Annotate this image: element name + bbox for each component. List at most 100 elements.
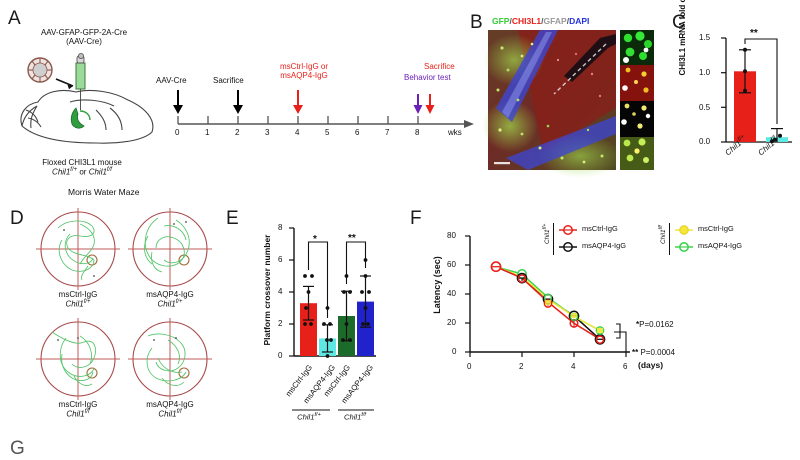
f-annot-1-text: P=0.0004 <box>640 348 675 357</box>
c-data-points <box>743 47 782 144</box>
e-group-1-base: Chil1 <box>344 412 362 422</box>
f-legend-swatch-msctrl-fplus <box>559 225 577 235</box>
e-group-label-1: Chil1f/f <box>330 412 380 422</box>
platform-marker <box>178 367 190 379</box>
f-ytick-1: 20 <box>447 318 456 327</box>
mouse-brain-outline <box>20 89 154 144</box>
f-x-ticks <box>469 352 627 357</box>
panel-b-letter: B <box>470 12 483 33</box>
f-legend-swatch-msaqp4-ff <box>675 242 693 252</box>
timeline-tick-5: 5 <box>325 128 330 137</box>
timeline-arrowhead <box>464 120 474 128</box>
genotype-base-b: Chil1 <box>88 167 107 177</box>
e-group-label-0: Chil1f/+ <box>284 412 334 422</box>
platform-marker <box>86 367 98 379</box>
f-annot-1-marker: ** <box>632 348 639 357</box>
maze-3-genotype: Chil1f/f <box>30 409 126 419</box>
channel-gfp: GFP <box>492 16 510 26</box>
e-ytick-0: 0 <box>278 351 283 360</box>
e-significance-marker-0: * <box>313 234 317 245</box>
e-group-0-sup: f/+ <box>314 412 321 418</box>
maze-4-geno-sup: f/f <box>176 409 182 416</box>
timeline-unit-label: wks <box>448 128 462 137</box>
maze-2-geno-sup: f/+ <box>175 299 183 306</box>
timeline-tick-6: 6 <box>355 128 360 137</box>
panel-e-letter: E <box>226 208 239 229</box>
maze-label-1: msCtrl-IgG Chil1f/+ <box>30 290 126 309</box>
panel-f-letter: F <box>410 208 422 229</box>
f-ytick-0: 0 <box>452 347 457 356</box>
genotype-sep: or <box>77 167 89 177</box>
injection-arrow-icon <box>55 78 74 90</box>
panel-f-ylabel: Latency (sec) <box>432 256 442 314</box>
f-legend-item-0: msCtrl-IgG <box>558 222 653 238</box>
panel-d-letter: D <box>10 208 24 229</box>
timeline-label-igg-line1: msCtrl-IgG or <box>280 62 328 71</box>
f-annot-0-text: P=0.0162 <box>639 320 674 329</box>
maze-3-geno-base: Chil1 <box>66 409 85 419</box>
genotype-sup-b: f/f <box>106 167 112 174</box>
f-legend-item-1: msAQP4-IgG <box>558 239 653 255</box>
maze-4-geno-base: Chil1 <box>158 409 177 419</box>
maze-1-genotype: Chil1f/+ <box>30 299 126 309</box>
e-bar-0 <box>300 303 317 356</box>
c-ytick-1: 0.5 <box>699 103 711 112</box>
c-y-ticks <box>721 37 726 143</box>
f-legend-label-2: msCtrl-IgG <box>698 224 734 233</box>
f-legend-swatch-msaqp4-fplus <box>559 242 577 252</box>
channel-sep-1: / <box>509 16 512 26</box>
panel-b-channel-title: GFP/CHI3L1/GFAP/DAPI <box>492 16 589 26</box>
c-significance-marker: ** <box>750 28 758 39</box>
e-ytick-4: 8 <box>278 223 283 232</box>
maze-4-treatment: msAQP4-IgG <box>146 400 194 409</box>
construct-line-2: (AAV-Cre) <box>66 37 102 47</box>
f-legend-group-0-base: Chil1 <box>544 229 552 244</box>
f-legend-item-2: msCtrl-IgG <box>674 222 769 238</box>
swim-path <box>57 220 95 281</box>
panel-a-brain-schematic <box>10 48 170 158</box>
timeline-event-igg-injection <box>293 90 303 114</box>
e-ytick-3: 6 <box>278 255 283 264</box>
channel-sep-3: / <box>566 16 570 26</box>
timeline-event-behavior-test <box>413 94 423 114</box>
channel-sep-2: / <box>541 16 544 26</box>
f-xtick-2: 4 <box>571 362 576 371</box>
micrograph-insets <box>620 30 654 170</box>
f-legend-divider-0 <box>553 223 554 255</box>
maze-3-treatment: msCtrl-IgG <box>58 400 98 409</box>
c-ytick-0: 0.0 <box>699 137 711 146</box>
c-significance-bracket <box>744 38 778 124</box>
micrograph-main <box>482 30 622 178</box>
panel-a-letter: A <box>8 8 21 29</box>
panel-c-letter: C <box>672 12 686 33</box>
maze-pool-4 <box>128 318 212 400</box>
timeline-tick-2: 2 <box>235 128 240 137</box>
timeline-tick-4: 4 <box>295 128 300 137</box>
maze-4-genotype: Chil1f/f <box>122 409 218 419</box>
mouse-line-2: Chil1f/+ or Chil1f/f <box>12 167 152 177</box>
timeline-tick-0: 0 <box>175 128 180 137</box>
maze-2-genotype: Chil1f/+ <box>122 299 218 309</box>
maze-label-4: msAQP4-IgG Chil1f/f <box>122 400 218 419</box>
timeline-label-igg: msCtrl-IgG or msAQP4-IgG <box>258 62 350 80</box>
f-legend-label-0: msCtrl-IgG <box>582 224 618 233</box>
e-group-bracket-lines <box>272 408 382 414</box>
f-legend-item-3: msAQP4-IgG <box>674 239 769 255</box>
panel-b-micrograph <box>482 30 656 178</box>
panel-c-ylabel: CHI3L1 mRNA fold change <box>678 0 687 76</box>
maze-pool-1 <box>36 208 120 290</box>
syringe-icon <box>75 53 86 110</box>
channel-gfap: GFAP <box>543 16 567 26</box>
panel-e-ylabel: Platform crossover number <box>262 234 272 346</box>
f-legend-group-1-sup: f/f <box>658 225 664 230</box>
timeline-tick-8: 8 <box>415 128 420 137</box>
f-xtick-0: 0 <box>467 362 472 371</box>
f-markers <box>490 261 606 345</box>
f-legend-group-1-base: Chil1 <box>660 229 668 244</box>
maze-pool-2 <box>128 208 212 290</box>
mouse-line-1: Floxed CHI3L1 mouse <box>42 158 122 167</box>
maze-2-treatment: msAQP4-IgG <box>146 290 194 299</box>
timeline-label-aav-cre: AAV-Cre <box>156 76 187 85</box>
e-ytick-2: 4 <box>278 287 283 296</box>
timeline-label-igg-line2: msAQP4-IgG <box>280 71 328 81</box>
